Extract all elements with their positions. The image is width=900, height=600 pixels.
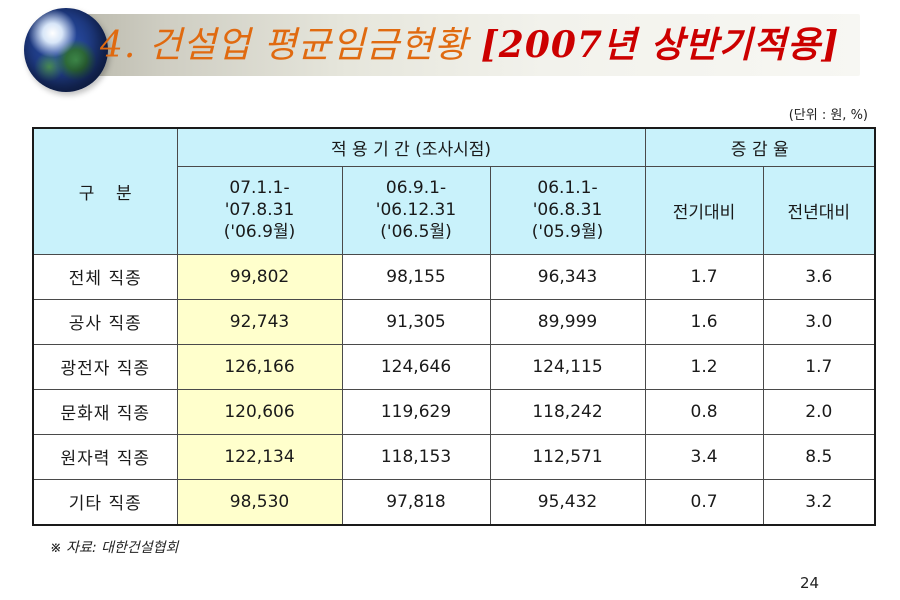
period-3-start: 06.1.1- — [537, 178, 598, 198]
value-period-2: 118,153 — [341, 433, 491, 480]
title-accent: [2007년 상반기적용] — [480, 24, 840, 66]
header-row-detail: 07.1.1- '07.8.31 ('06.9월) 06.9.1- '06.12… — [33, 165, 876, 255]
row-label: 전체 직종 — [32, 253, 178, 300]
value-period-3: 124,115 — [489, 343, 646, 390]
table-row: 원자력 직종 122,134 118,153 112,571 3.4 8.5 — [32, 433, 876, 480]
rate-prev-year: 3.2 — [762, 478, 876, 526]
period-3-survey: ('05.9월) — [531, 222, 604, 242]
period-2-survey: ('06.5월) — [380, 222, 452, 242]
value-period-1: 92,743 — [176, 298, 343, 345]
period-3-end: '06.8.31 — [532, 200, 603, 220]
value-period-2: 91,305 — [341, 298, 491, 345]
header-period-2: 06.9.1- '06.12.31 ('06.5월) — [341, 165, 491, 255]
value-period-3: 118,242 — [489, 388, 646, 435]
rate-prev-year: 3.6 — [762, 253, 876, 300]
table-row: 공사 직종 92,743 91,305 89,999 1.6 3.0 — [32, 298, 876, 345]
rate-prev-year: 1.7 — [762, 343, 876, 390]
header-row-group: 구 분 적 용 기 간 (조사시점) 증 감 율 — [32, 127, 876, 255]
table-row: 광전자 직종 126,166 124,646 124,115 1.2 1.7 — [32, 343, 876, 390]
unit-note: (단위 : 원, %) — [788, 108, 868, 123]
value-period-3: 112,571 — [489, 433, 646, 480]
value-period-2: 98,155 — [341, 253, 491, 300]
rate-prev-period: 0.8 — [644, 388, 764, 435]
page-number: 24 — [800, 574, 820, 592]
title-banner — [72, 14, 860, 76]
period-1-end: '07.8.31 — [224, 200, 295, 220]
rate-prev-year: 8.5 — [762, 433, 876, 480]
value-period-3: 89,999 — [489, 298, 646, 345]
title-main: 4. 건설업 평균임금현황 — [100, 25, 481, 66]
header-rate-prev-year: 전년대비 — [762, 165, 876, 255]
value-period-1: 122,134 — [176, 433, 343, 480]
rate-prev-period: 1.6 — [644, 298, 764, 345]
value-period-1: 98,530 — [176, 478, 343, 526]
value-period-1: 126,166 — [176, 343, 343, 390]
header-rate-prev-period: 전기대비 — [644, 165, 764, 255]
header-period-group: 적 용 기 간 (조사시점) — [176, 127, 646, 167]
header-rate-group: 증 감 율 — [644, 127, 876, 167]
rate-prev-period: 3.4 — [644, 433, 764, 480]
header-period-3: 06.1.1- '06.8.31 ('05.9월) — [489, 165, 646, 255]
row-label: 기타 직종 — [32, 478, 178, 526]
rate-prev-period: 0.7 — [644, 478, 764, 526]
value-period-2: 119,629 — [341, 388, 491, 435]
rate-prev-period: 1.7 — [644, 253, 764, 300]
period-2-end: '06.12.31 — [375, 200, 457, 220]
table-row: 전체 직종 99,802 98,155 96,343 1.7 3.6 — [32, 253, 876, 300]
header-category: 구 분 — [32, 127, 178, 255]
value-period-2: 124,646 — [341, 343, 491, 390]
value-period-3: 96,343 — [489, 253, 646, 300]
source-note: ※ 자료: 대한건설협회 — [50, 540, 179, 556]
table-row: 기타 직종 98,530 97,818 95,432 0.7 3.2 — [32, 478, 876, 526]
value-period-3: 95,432 — [489, 478, 646, 526]
wage-table: 구 분 적 용 기 간 (조사시점) 증 감 율 07.1.1- '07.8.3… — [32, 127, 877, 526]
value-period-1: 99,802 — [176, 253, 343, 300]
row-label: 광전자 직종 — [32, 343, 178, 390]
rate-prev-year: 2.0 — [762, 388, 876, 435]
row-label: 문화재 직종 — [32, 388, 178, 435]
page-title: 4. 건설업 평균임금현황 [2007년 상반기적용] — [100, 17, 839, 73]
row-label: 원자력 직종 — [32, 433, 178, 480]
period-1-start: 07.1.1- — [229, 178, 290, 198]
rate-prev-year: 3.0 — [762, 298, 876, 345]
period-1-survey: ('06.9월) — [223, 222, 296, 242]
row-label: 공사 직종 — [32, 298, 178, 345]
value-period-2: 97,818 — [341, 478, 491, 526]
globe-icon — [24, 8, 108, 92]
rate-prev-period: 1.2 — [644, 343, 764, 390]
value-period-1: 120,606 — [176, 388, 343, 435]
period-2-start: 06.9.1- — [385, 178, 447, 198]
table-row: 문화재 직종 120,606 119,629 118,242 0.8 2.0 — [32, 388, 876, 435]
header-period-1: 07.1.1- '07.8.31 ('06.9월) — [176, 165, 343, 255]
